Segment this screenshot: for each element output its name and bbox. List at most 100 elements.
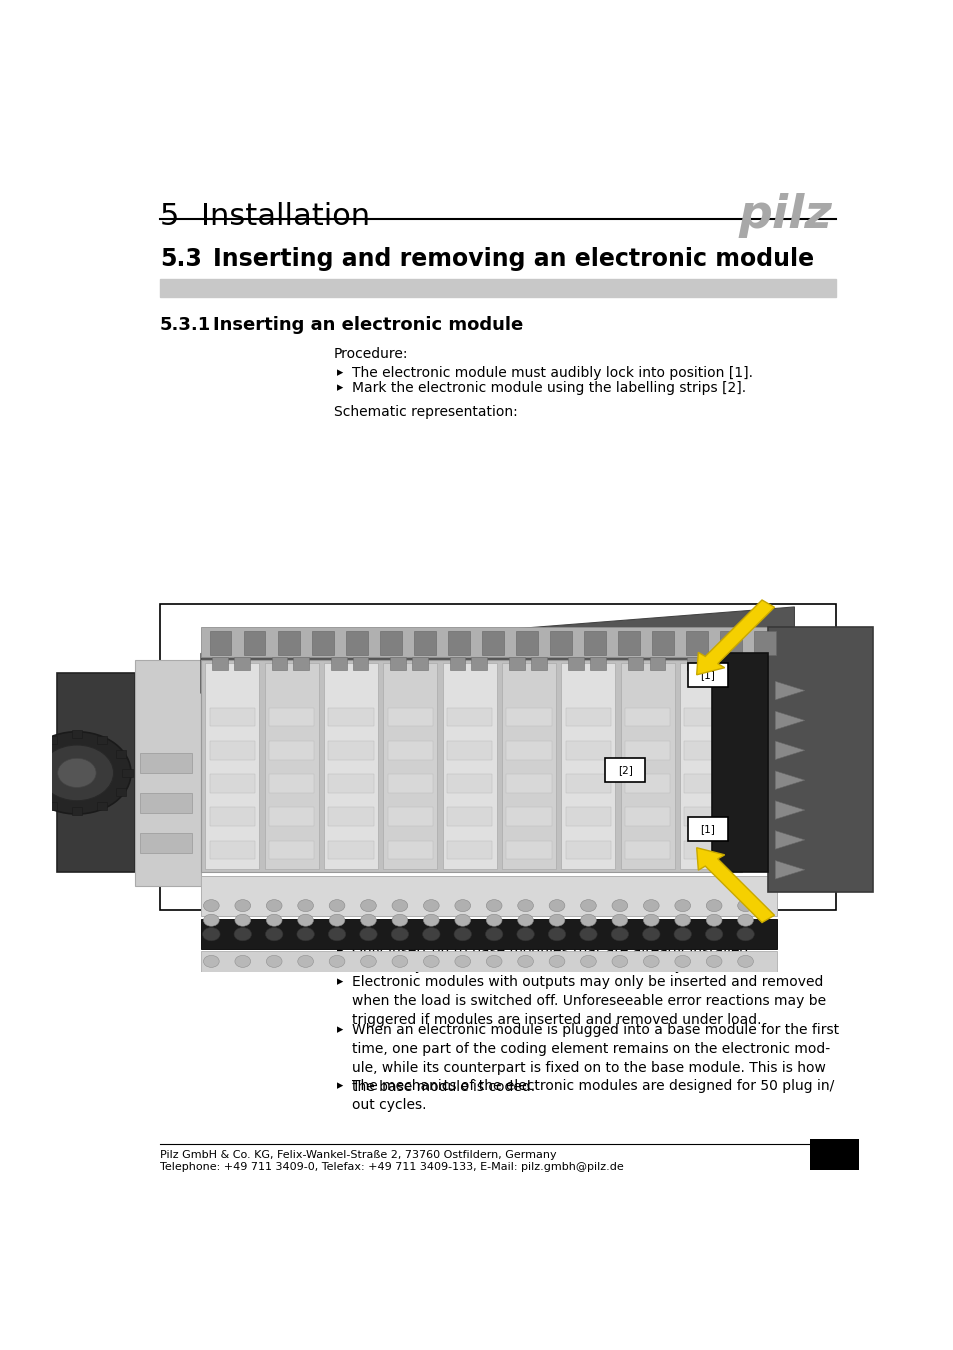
Bar xyxy=(272,656,287,670)
Text: Procedure:: Procedure: xyxy=(334,347,408,360)
Bar xyxy=(264,663,318,869)
Bar xyxy=(353,656,368,670)
Circle shape xyxy=(423,899,438,911)
Bar xyxy=(324,663,377,869)
FancyBboxPatch shape xyxy=(604,759,644,782)
Bar xyxy=(506,741,551,760)
FancyArrow shape xyxy=(696,848,774,922)
Bar xyxy=(560,663,615,869)
Circle shape xyxy=(266,956,282,968)
Bar xyxy=(481,632,503,655)
Bar xyxy=(447,841,492,859)
Text: [2]: [2] xyxy=(617,765,632,775)
Circle shape xyxy=(580,899,596,911)
Text: ▸: ▸ xyxy=(337,944,343,957)
Circle shape xyxy=(705,914,721,926)
Bar xyxy=(210,741,254,760)
Bar xyxy=(683,741,729,760)
Circle shape xyxy=(612,956,627,968)
Bar xyxy=(160,603,836,910)
Bar xyxy=(97,736,108,744)
Bar xyxy=(624,841,670,859)
Circle shape xyxy=(517,914,533,926)
Circle shape xyxy=(203,956,219,968)
Bar xyxy=(210,841,254,859)
Circle shape xyxy=(266,914,282,926)
Bar xyxy=(201,876,776,915)
Bar xyxy=(201,919,776,949)
Circle shape xyxy=(203,914,219,926)
Circle shape xyxy=(486,956,501,968)
Bar xyxy=(754,632,776,655)
Circle shape xyxy=(266,899,282,911)
Bar xyxy=(516,632,537,655)
Circle shape xyxy=(234,956,251,968)
Bar xyxy=(565,741,611,760)
Bar xyxy=(568,656,583,670)
Circle shape xyxy=(485,927,502,941)
FancyArrow shape xyxy=(696,599,774,675)
Bar xyxy=(383,663,437,869)
Circle shape xyxy=(329,899,345,911)
Circle shape xyxy=(549,899,564,911)
Bar xyxy=(447,807,492,826)
Bar xyxy=(506,807,551,826)
Circle shape xyxy=(392,899,407,911)
Bar xyxy=(21,769,31,776)
Bar xyxy=(620,663,674,869)
Text: [1]: [1] xyxy=(700,670,715,679)
Text: ▸: ▸ xyxy=(337,1023,343,1035)
Text: 5.3: 5.3 xyxy=(160,247,202,271)
Circle shape xyxy=(360,899,375,911)
Circle shape xyxy=(265,927,283,941)
Circle shape xyxy=(517,956,533,968)
Bar xyxy=(115,788,126,796)
Bar xyxy=(412,656,427,670)
Bar xyxy=(624,707,670,726)
Bar xyxy=(277,632,299,655)
Bar xyxy=(565,774,611,792)
Circle shape xyxy=(455,956,470,968)
Circle shape xyxy=(455,914,470,926)
Bar xyxy=(387,741,433,760)
Text: Inserting an electronic module: Inserting an electronic module xyxy=(213,316,523,333)
Bar xyxy=(683,707,729,726)
Circle shape xyxy=(360,956,375,968)
Bar xyxy=(387,807,433,826)
Circle shape xyxy=(233,927,252,941)
Text: [1]: [1] xyxy=(700,824,715,834)
Polygon shape xyxy=(775,711,804,730)
Bar xyxy=(57,674,135,872)
Bar xyxy=(135,660,201,886)
Circle shape xyxy=(392,956,407,968)
Bar xyxy=(506,707,551,726)
Circle shape xyxy=(549,914,564,926)
Text: Electronic modules with outputs may only be inserted and removed
when the load i: Electronic modules with outputs may only… xyxy=(352,975,825,1027)
Polygon shape xyxy=(775,860,804,879)
Bar xyxy=(28,788,38,796)
Bar xyxy=(312,632,334,655)
Text: 5-3: 5-3 xyxy=(822,1154,844,1166)
Bar xyxy=(624,807,670,826)
Bar xyxy=(328,707,374,726)
Bar xyxy=(447,707,492,726)
Circle shape xyxy=(360,914,375,926)
Bar xyxy=(387,841,433,859)
Bar xyxy=(139,753,192,772)
Circle shape xyxy=(674,914,690,926)
Circle shape xyxy=(296,927,314,941)
Text: The electronic module must audibly lock into position [1].: The electronic module must audibly lock … xyxy=(352,366,752,379)
Bar xyxy=(160,279,836,297)
Bar xyxy=(122,769,132,776)
Circle shape xyxy=(737,914,753,926)
Circle shape xyxy=(612,914,627,926)
Text: pilz: pilz xyxy=(738,193,832,238)
Polygon shape xyxy=(775,682,804,699)
Circle shape xyxy=(737,956,753,968)
Circle shape xyxy=(517,927,534,941)
Bar xyxy=(387,774,433,792)
Bar xyxy=(328,841,374,859)
Circle shape xyxy=(642,914,659,926)
Bar xyxy=(210,632,232,655)
Polygon shape xyxy=(775,830,804,849)
